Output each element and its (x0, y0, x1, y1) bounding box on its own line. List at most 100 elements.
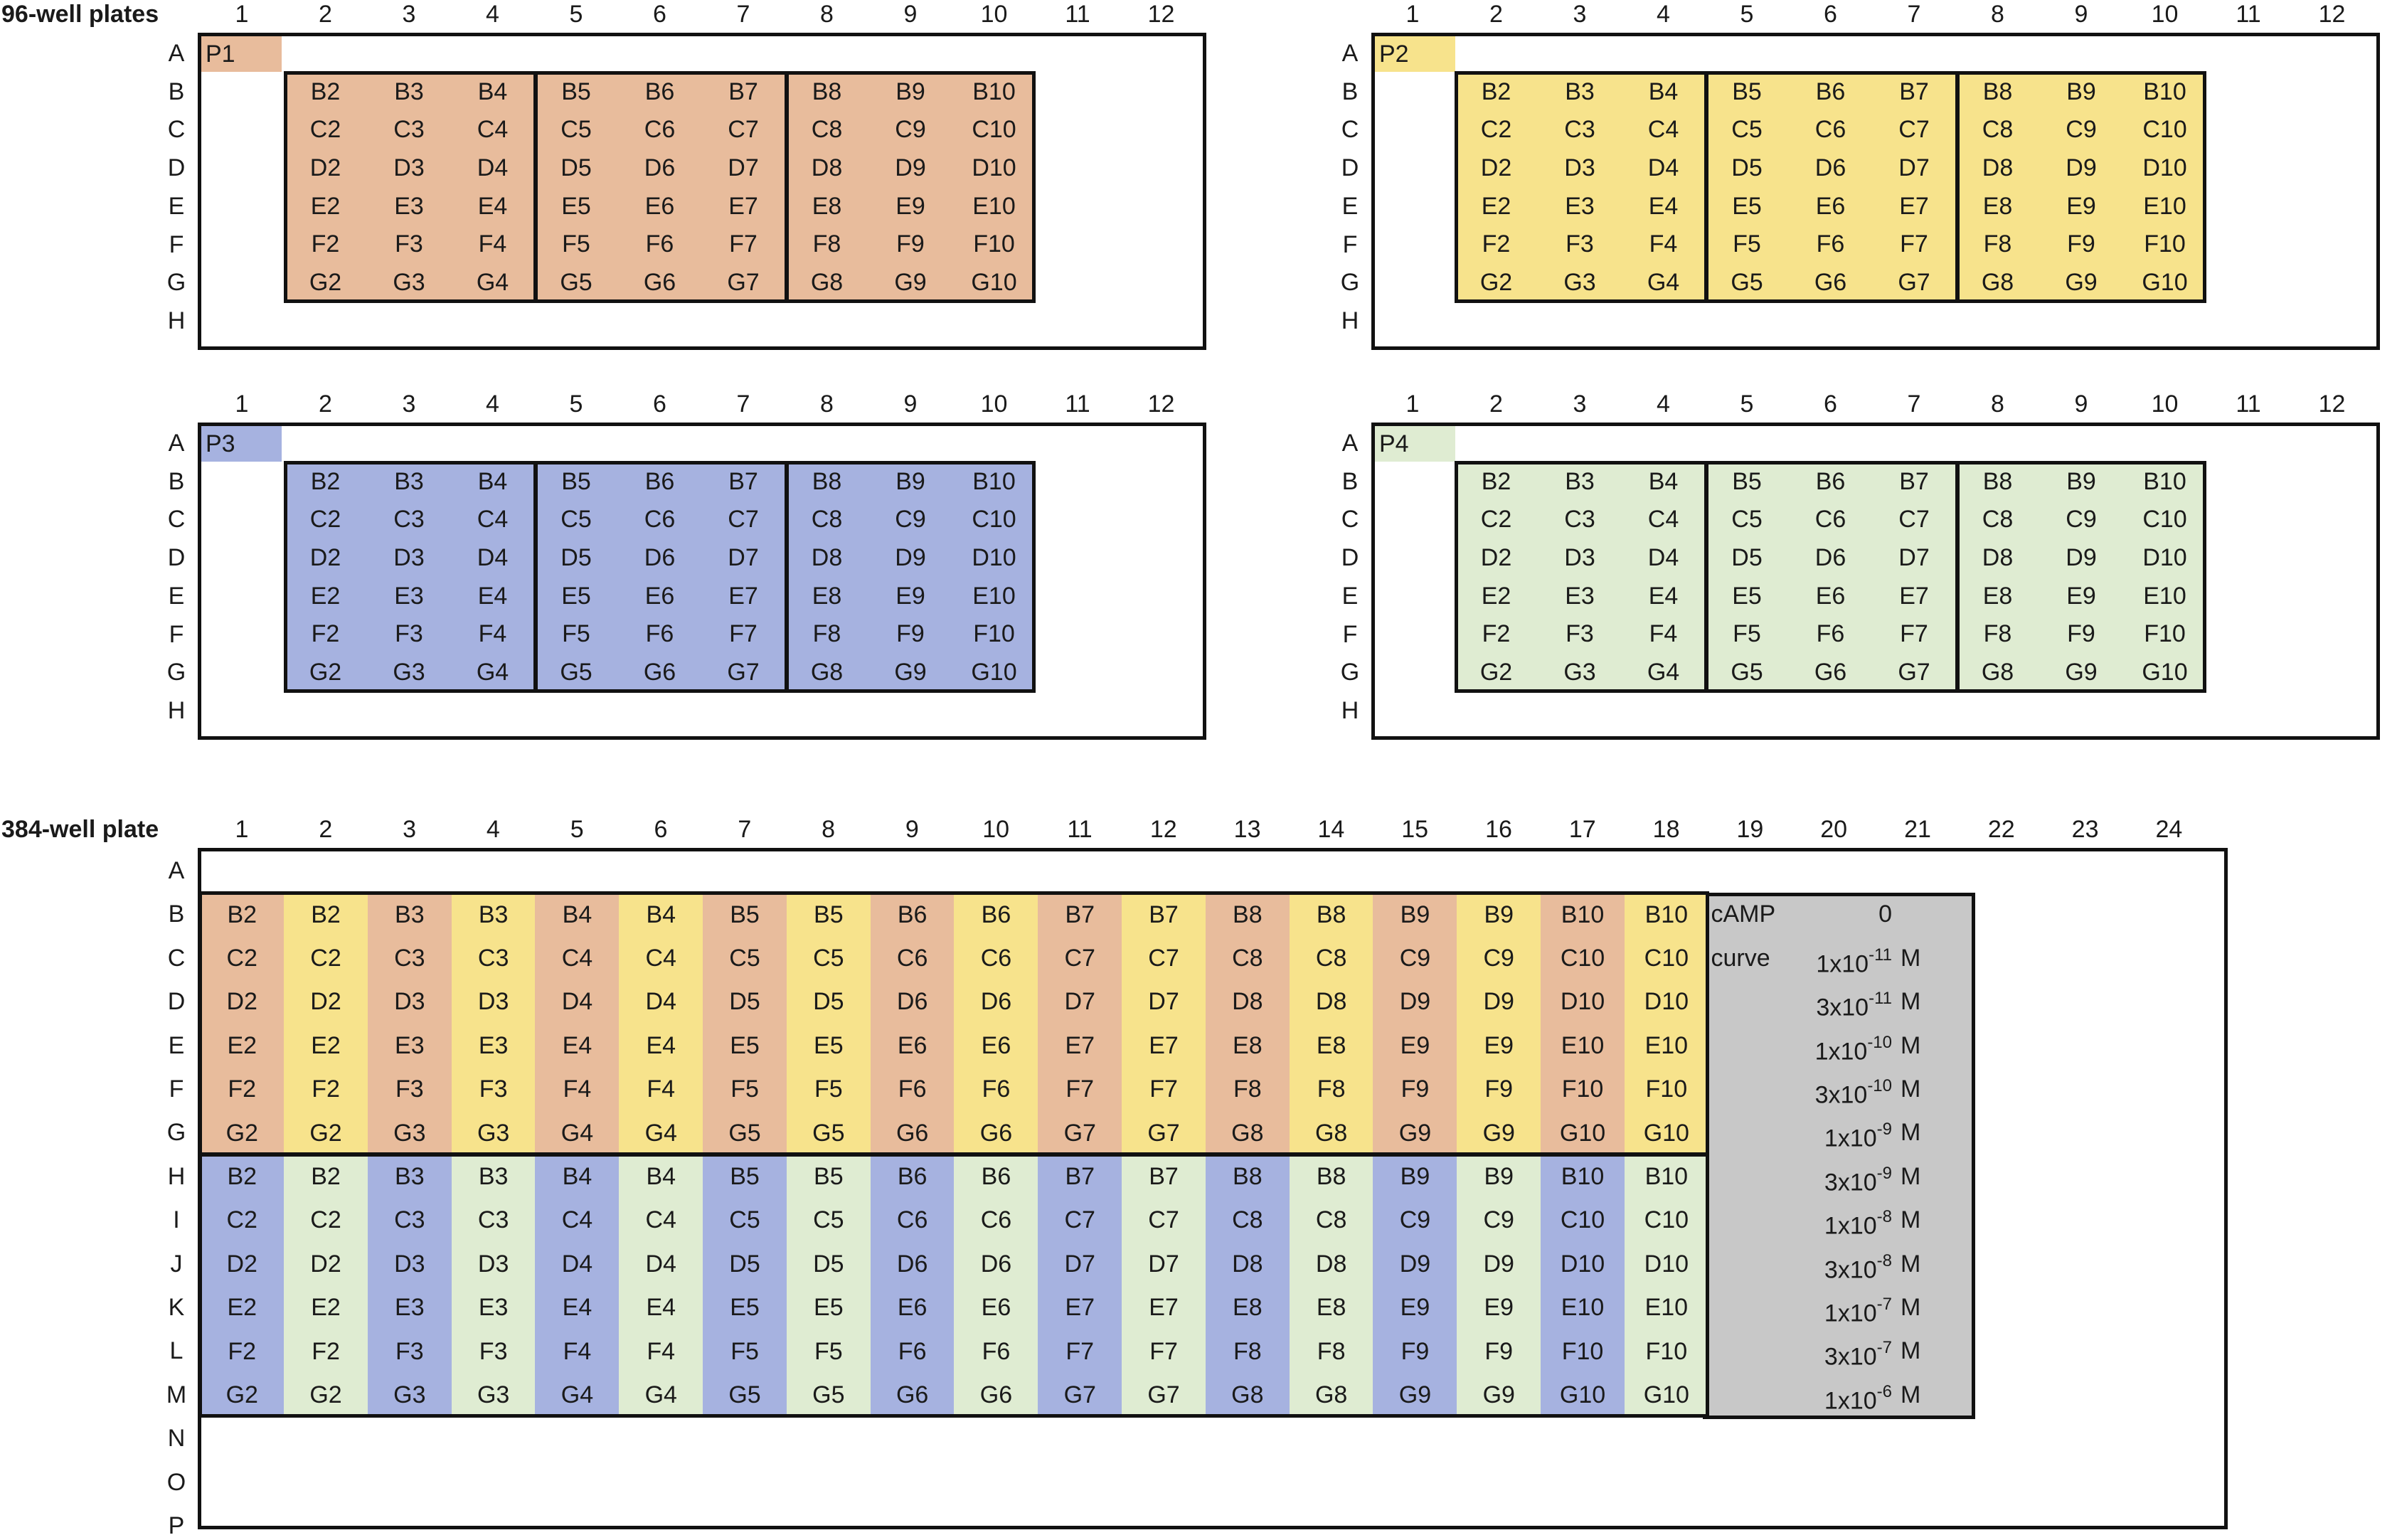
plate384-row-label: G (166, 1119, 186, 1147)
plate384-well-cell: D9 (1457, 979, 1541, 1024)
plate384-well-cell: D8 (1205, 979, 1290, 1024)
plate384-well-cell: D4 (535, 979, 620, 1024)
well-cell: E3 (1565, 582, 1595, 610)
plate-column-label: 2 (319, 1, 332, 28)
plate-column-label: 5 (1740, 391, 1754, 418)
plate384-well-cell: G8 (1289, 1373, 1373, 1417)
plate384-well-cell: F9 (1457, 1329, 1541, 1374)
plate-column-label: 7 (736, 391, 750, 418)
plate384-row-label: B (168, 901, 185, 928)
plate-column-label: 11 (2236, 1, 2261, 28)
plate384-well-cell: D5 (786, 1241, 871, 1286)
camp-concentration: 3x10-7 (1721, 1337, 1892, 1371)
plate384-well-cell: G10 (1540, 1110, 1625, 1155)
plate384-well-cell: G6 (954, 1373, 1038, 1417)
plate384-well-cell: F10 (1540, 1329, 1625, 1374)
concentration-unit: M (1901, 1031, 1921, 1059)
plate384-row-label: F (169, 1076, 184, 1103)
plate384-well-cell: G8 (1289, 1110, 1373, 1155)
plate-column-label: 2 (1489, 1, 1503, 28)
well-cell: E9 (895, 582, 925, 610)
plate-column-label: 9 (2074, 1, 2088, 28)
plate384-well-cell: E9 (1373, 1023, 1457, 1068)
well-cell: C6 (1814, 116, 1846, 144)
plate-tag: P3 (201, 426, 282, 462)
plate384-well-cell: C7 (1038, 936, 1122, 980)
well-cell: F2 (1482, 230, 1511, 258)
plate384-well-cell: F5 (786, 1067, 871, 1112)
well-cell: E2 (310, 192, 341, 220)
plate384-well-cell: B7 (1121, 892, 1206, 937)
well-cell: G5 (560, 659, 592, 686)
plate384-well-cell: C5 (702, 1198, 787, 1243)
plate384-well-cell: F7 (1121, 1067, 1206, 1112)
plate-row-label: D (1341, 544, 1359, 572)
well-cell: G8 (810, 269, 844, 297)
well-cell: B10 (2143, 467, 2186, 495)
well-cell: C2 (1480, 506, 1512, 533)
well-cell: B7 (1899, 467, 1929, 495)
plate-outline (1371, 33, 2380, 350)
plate384-well-cell: E4 (535, 1285, 620, 1330)
plate384-well-cell: F10 (1624, 1329, 1708, 1374)
well-cell: E5 (1732, 582, 1762, 610)
well-cell: C8 (811, 116, 843, 144)
well-cell: G4 (476, 269, 509, 297)
well-cell: D10 (972, 154, 1016, 182)
plate384-well-cell: G4 (535, 1373, 620, 1417)
well-cell: D3 (393, 544, 425, 572)
well-cell: G5 (1731, 659, 1763, 686)
plate384-well-cell: E7 (1121, 1023, 1206, 1068)
plate384-column-label: 22 (1987, 816, 2015, 843)
well-cell: E5 (1732, 192, 1762, 220)
well-cell: B8 (812, 78, 842, 105)
well-cell: C2 (309, 506, 341, 533)
concentration-base: 1x10 (1824, 1212, 1877, 1240)
plate-column-label: 10 (980, 1, 1008, 28)
plate384-well-cell: E6 (870, 1285, 955, 1330)
plate384-row-label: I (173, 1206, 180, 1234)
plate384-well-cell: F8 (1289, 1067, 1373, 1112)
concentration-base: 3x10 (1824, 1343, 1877, 1371)
plate384-well-cell: C9 (1457, 936, 1541, 980)
well-cell: G4 (1647, 269, 1680, 297)
well-cell: C3 (393, 116, 425, 144)
title-384-well-plate: 384-well plate (1, 816, 159, 843)
concentration-unit: M (1901, 1162, 1921, 1190)
plate384-column-label: 3 (403, 816, 417, 843)
plate384-well-cell: G7 (1121, 1373, 1206, 1417)
well-cell: G5 (560, 269, 592, 297)
plate384-row-label: A (168, 857, 185, 884)
well-cell: G2 (1479, 269, 1513, 297)
plate384-row-label: L (169, 1337, 184, 1365)
plate384-well-cell: B8 (1205, 1154, 1290, 1199)
plate384-well-cell: F8 (1205, 1329, 1290, 1374)
plate384-well-cell: E9 (1457, 1285, 1541, 1330)
well-cell: B5 (1732, 467, 1762, 495)
plate384-well-cell: C10 (1540, 1198, 1625, 1243)
well-cell: D7 (1898, 544, 1930, 572)
plate384-well-cell: F4 (619, 1329, 703, 1374)
well-cell: E7 (728, 192, 758, 220)
concentration-base: 1x10 (1824, 1300, 1877, 1327)
plate384-well-cell: C3 (451, 936, 536, 980)
plate384-well-cell: E6 (870, 1023, 955, 1068)
plate384-well-cell: G5 (702, 1373, 787, 1417)
well-cell: C10 (972, 506, 1016, 533)
concentration-exponent: -11 (1869, 989, 1892, 1009)
concentration-exponent: -10 (1867, 1032, 1892, 1052)
camp-concentration: 1x10-11 (1721, 944, 1892, 978)
camp-concentration: 1x10-9 (1721, 1118, 1892, 1152)
well-cell: C4 (477, 506, 509, 533)
well-cell: D2 (1480, 544, 1512, 572)
plate384-column-label: 9 (905, 816, 919, 843)
plate384-well-cell: E2 (283, 1285, 368, 1330)
plate-column-label: 8 (820, 391, 834, 418)
plate384-well-cell: B2 (283, 892, 368, 937)
plate384-well-cell: D3 (367, 979, 452, 1024)
well-cell: F6 (645, 230, 674, 258)
plate384-well-cell: E10 (1624, 1023, 1708, 1068)
well-cell: F2 (311, 230, 340, 258)
well-cell: D6 (1814, 154, 1846, 182)
plate384-well-cell: B8 (1205, 892, 1290, 937)
